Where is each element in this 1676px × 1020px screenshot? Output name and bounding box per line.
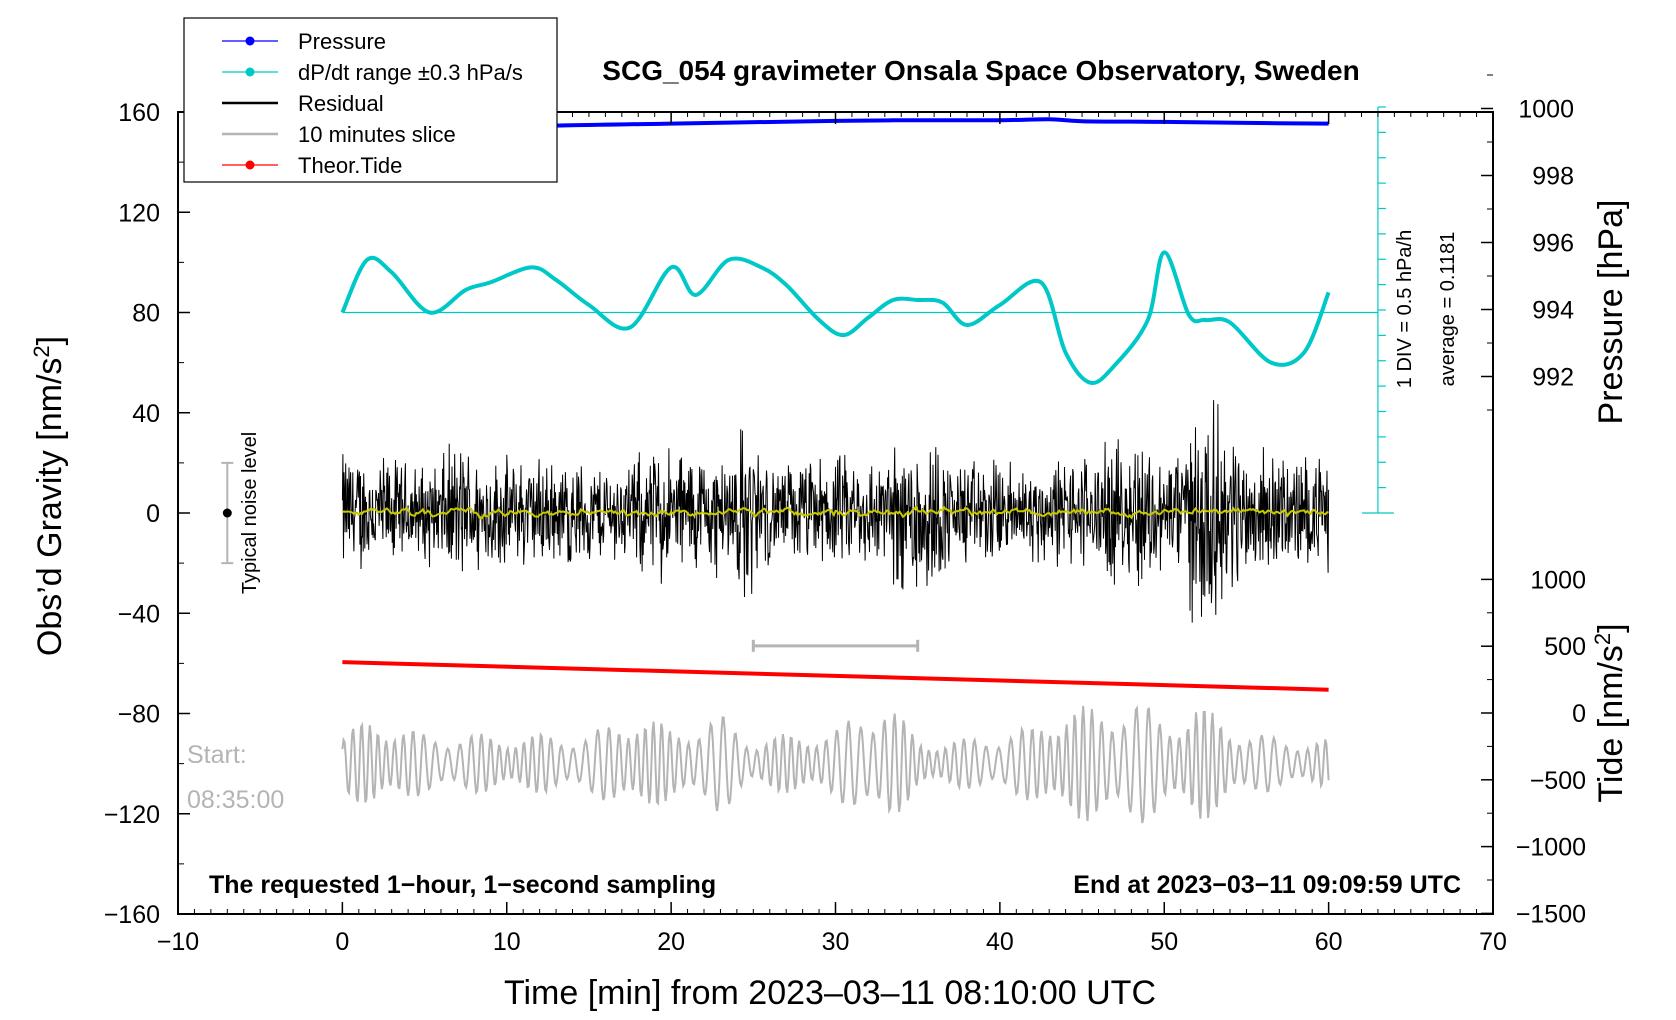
y-tick-label-tide: 1000 bbox=[1530, 566, 1586, 594]
x-tick-label: −10 bbox=[157, 928, 199, 956]
y-tick-label-tide: 500 bbox=[1544, 633, 1586, 661]
chart-title: SCG_054 gravimeter Onsala Space Observat… bbox=[602, 55, 1359, 86]
y-axis-title-pressure: Pressure [hPa] bbox=[1592, 200, 1630, 425]
x-tick-label: 0 bbox=[335, 928, 349, 956]
y-tick-label-tide: −500 bbox=[1530, 767, 1586, 795]
y-tick-label-gravity: 120 bbox=[118, 199, 160, 227]
y-tick-label-gravity: −160 bbox=[104, 901, 160, 929]
noise-level-label: Typical noise level bbox=[239, 432, 261, 594]
y-tick-label-tide: −1500 bbox=[1516, 900, 1586, 928]
legend-marker bbox=[245, 36, 255, 46]
scale-average-label: average = 0.1181 bbox=[1437, 232, 1459, 387]
y-axis-title-gravity-close: ] bbox=[31, 336, 69, 345]
y-tick-label-gravity: −40 bbox=[118, 600, 160, 628]
series-residual bbox=[341, 400, 1330, 623]
legend-label: Residual bbox=[298, 91, 384, 116]
y-tick-label-tide: 0 bbox=[1572, 700, 1586, 728]
x-tick-label: 40 bbox=[986, 928, 1014, 956]
y-tick-label-gravity: 160 bbox=[118, 99, 160, 127]
note-end-time: End at 2023−03−11 09:09:59 UTC bbox=[1073, 871, 1461, 899]
y-axis-title-tide-main: Tide [nm/s bbox=[1592, 645, 1630, 802]
y-tick-label-gravity: 0 bbox=[146, 500, 160, 528]
y-axis-title-gravity: Obs’d Gravity [nm/s2] bbox=[29, 336, 69, 656]
y-tick-label-gravity: −120 bbox=[104, 801, 160, 829]
note-sampling: The requested 1−hour, 1−second sampling bbox=[209, 871, 716, 899]
start-label: Start: bbox=[187, 741, 247, 769]
y-tick-label-pressure: 994 bbox=[1532, 297, 1574, 325]
y-tick-label-pressure: 992 bbox=[1532, 364, 1574, 392]
x-tick-label: 20 bbox=[657, 928, 685, 956]
x-tick-label: 10 bbox=[493, 928, 521, 956]
y-tick-label-pressure: 996 bbox=[1532, 230, 1574, 258]
x-tick-label: 60 bbox=[1315, 928, 1343, 956]
legend-marker bbox=[245, 67, 255, 77]
legend-box bbox=[183, 17, 558, 183]
legend-label: dP/dt range ±0.3 hPa/s bbox=[298, 60, 523, 85]
x-axis-title: Time [min] from 2023–03–11 08:10:00 UTC bbox=[504, 974, 1156, 1012]
scale-division-label: 1 DIV = 0.5 hPa/h bbox=[1394, 230, 1416, 388]
y-tick-label-tide: −1000 bbox=[1516, 834, 1586, 862]
y-axis-title-gravity-sup: 2 bbox=[29, 345, 54, 357]
start-time: 08:35:00 bbox=[187, 786, 284, 814]
x-tick-label: 70 bbox=[1479, 928, 1507, 956]
noise-level-dot bbox=[222, 508, 232, 518]
legend-label: Theor.Tide bbox=[298, 153, 402, 178]
legend: Pressure dP/dt range ±0.3 hPa/s Residual 10… bbox=[183, 17, 558, 183]
y-axis-title-tide-close: ] bbox=[1592, 623, 1630, 632]
x-tick-label: 50 bbox=[1150, 928, 1178, 956]
y-axis-title-gravity-main: Obs’d Gravity [nm/s bbox=[31, 358, 69, 657]
x-tick-label: 30 bbox=[822, 928, 850, 956]
y-axis-title-tide: Tide [nm/s2] bbox=[1590, 623, 1630, 802]
legend-label: Pressure bbox=[298, 29, 386, 54]
series-pressure bbox=[342, 117, 1329, 138]
y-axis-title-tide-sup: 2 bbox=[1590, 633, 1615, 645]
series-residual-smoothed bbox=[342, 504, 1329, 520]
y-tick-label-pressure: 1000 bbox=[1518, 96, 1574, 124]
y-tick-label-pressure: 998 bbox=[1532, 163, 1574, 191]
series-tide bbox=[342, 660, 1329, 692]
y-tick-label-gravity: 40 bbox=[132, 400, 160, 428]
legend-marker bbox=[245, 160, 255, 170]
y-tick-label-gravity: 80 bbox=[132, 300, 160, 328]
series-dpdt bbox=[340, 250, 1331, 385]
y-tick-label-gravity: −80 bbox=[118, 701, 160, 729]
series-slice bbox=[341, 705, 1330, 824]
legend-label: 10 minutes slice bbox=[298, 122, 456, 147]
